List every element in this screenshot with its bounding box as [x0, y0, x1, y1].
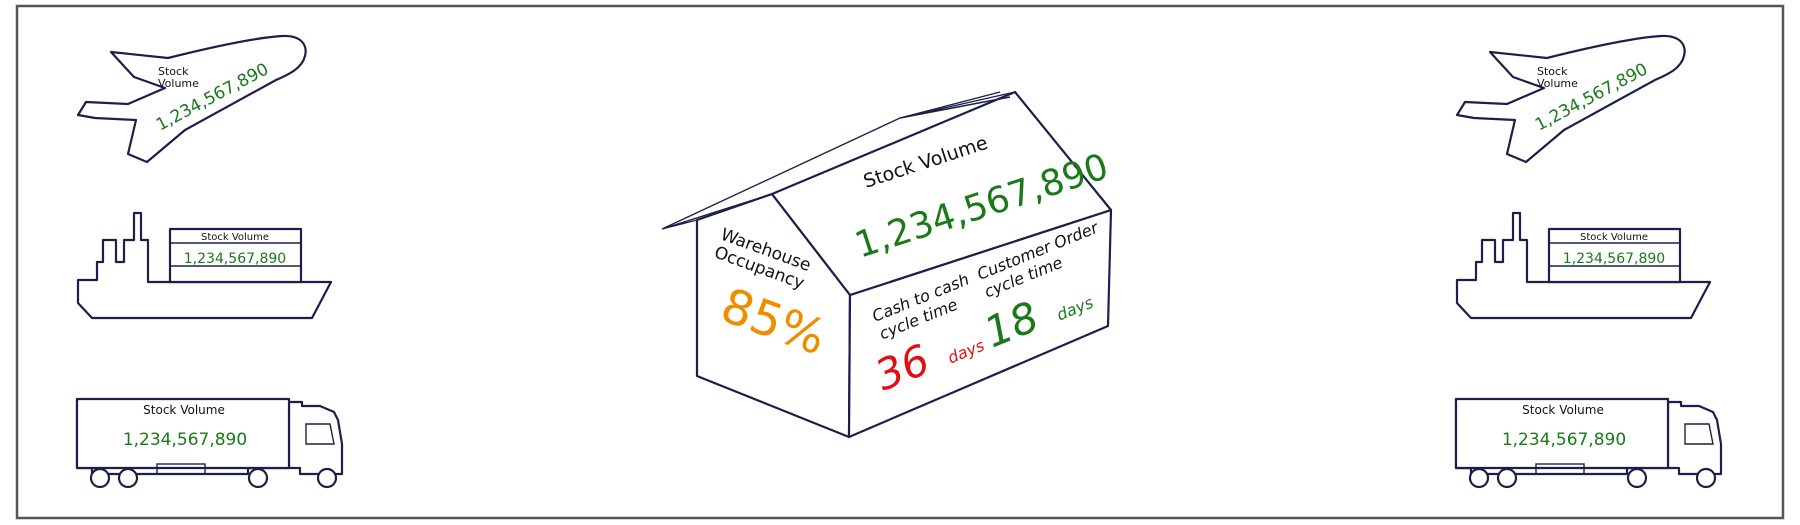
warehouse: Stock Volume 1,234,567,890 WarehouseOccu… — [661, 90, 1113, 439]
right-transport-group: Stock Volume 1,234,567,890 Stock Volume 1… — [1454, 34, 1723, 489]
text-line: Stock — [1537, 65, 1568, 78]
truck-trailer — [75, 397, 291, 470]
right-truck: Stock Volume 1,234,567,890 — [1454, 397, 1723, 489]
right-ship-value: 1,234,567,890 — [1563, 251, 1665, 267]
left-ship-label: Stock Volume — [201, 232, 269, 243]
left-truck-label: Stock Volume — [143, 403, 225, 417]
ship-container — [1547, 227, 1682, 284]
ship-icon — [76, 211, 333, 320]
ship-container — [168, 227, 303, 284]
right-ship-label: Stock Volume — [1580, 232, 1648, 243]
airplane-icon — [1455, 34, 1686, 164]
text-line: Volume — [1537, 77, 1578, 90]
text-line: Volume — [158, 77, 199, 90]
right-ship: Stock Volume 1,234,567,890 — [1455, 211, 1712, 320]
warehouse-roof — [770, 90, 1113, 297]
right-truck-value: 1,234,567,890 — [1502, 430, 1626, 450]
left-ship-value: 1,234,567,890 — [184, 251, 286, 267]
left-airplane-label: Stock Volume — [158, 65, 199, 90]
right-airplane-label: Stock Volume — [1537, 65, 1578, 90]
left-truck-value: 1,234,567,890 — [123, 430, 247, 450]
right-truck-label: Stock Volume — [1522, 403, 1604, 417]
truck-trailer — [1454, 397, 1670, 470]
warehouse-roof-edge — [661, 91, 1016, 230]
text-line: Stock — [158, 65, 189, 78]
ship-icon — [1455, 211, 1712, 320]
airplane-icon — [76, 34, 307, 164]
left-truck: Stock Volume 1,234,567,890 — [75, 397, 344, 489]
left-ship: Stock Volume 1,234,567,890 — [76, 211, 333, 320]
